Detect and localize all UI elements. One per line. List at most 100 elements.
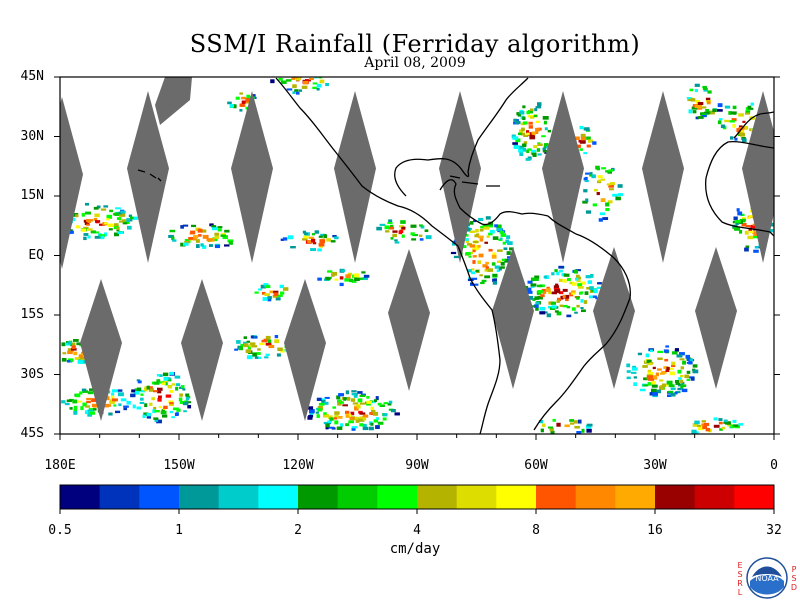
rain-cell [331,273,335,277]
rain-cell [362,277,368,281]
rain-cell [318,402,325,406]
rain-cell [503,247,508,251]
rain-cell [631,371,637,374]
rain-cell [158,405,162,409]
rain-cell [75,225,81,229]
rain-cell [323,234,328,239]
rain-cell [718,418,723,422]
rain-cell [241,100,246,104]
rain-cell [733,424,739,427]
rain-cell [83,226,89,230]
rain-cell [535,106,542,109]
rain-cell [257,356,262,359]
rain-cell [718,421,723,425]
rain-cell [659,379,664,382]
colorbar-tick-label: 1 [175,523,183,538]
rain-cell [536,284,543,288]
rain-cell [317,248,322,252]
rain-cell [172,407,179,411]
rain-cell [532,298,536,301]
rain-cell [373,419,379,423]
rain-cell [489,229,495,234]
rain-cell [361,423,367,427]
rain-cell [146,416,152,419]
coastline-europe [733,111,774,139]
rain-cell [317,408,323,412]
rain-cell [642,384,649,387]
rain-cell [526,149,530,153]
rain-cell [537,142,541,145]
rain-cell [612,193,618,197]
rain-cell [698,426,704,430]
rain-cell [538,419,543,423]
rain-cell [93,408,97,411]
rain-cell [576,304,580,308]
rain-cell [85,211,91,215]
rain-cell [664,384,669,387]
rain-cell [139,401,145,404]
swath-gap [742,91,774,263]
rain-cell [245,97,251,102]
rain-cell [678,377,682,380]
rain-cell [246,355,253,360]
colorbar-swatch [417,485,458,509]
rain-cell [740,132,745,137]
rain-cell [602,217,609,221]
rain-cell [123,407,128,411]
rain-cell [652,366,656,370]
rain-cell [477,235,484,239]
rain-cell [146,412,152,417]
logo-center-text: NOAA [755,574,779,583]
rain-cell [712,108,717,113]
rain-cell [668,384,675,388]
rain-cell [640,388,646,392]
rain-cell [574,311,578,314]
rain-cell [370,422,374,426]
rain-cell [366,400,372,404]
rain-cell [659,385,665,388]
rain-cell [126,218,131,222]
rain-cell [729,120,735,123]
rain-cell [597,282,602,285]
rain-cell [159,374,163,377]
rain-cell [73,410,78,415]
rain-cell [748,214,755,218]
rain-cell [475,229,479,232]
rain-cell [302,230,307,234]
rain-cell [585,172,590,175]
rain-cell [496,228,503,232]
rain-cell [375,417,380,420]
rain-cell [375,396,379,401]
rain-cell [500,261,505,266]
rain-cell [351,393,357,396]
rain-cell [575,269,581,272]
rain-cell [579,125,584,130]
rain-cell [547,129,552,133]
rain-cell [239,92,243,95]
rain-cell [744,247,749,252]
rain-cell [692,422,699,427]
rain-cell [351,427,356,431]
colorbar-units: cm/day [389,541,441,557]
rain-cell [309,70,315,72]
rain-cell [375,425,380,430]
swath-gap [492,247,534,389]
map-date: April 08, 2009 [364,55,466,71]
rain-cell [363,425,367,429]
rain-cell [679,358,685,361]
rain-cell [110,395,115,400]
rain-cell [534,296,539,300]
rain-cell [667,394,672,398]
rain-cell [482,264,488,268]
rain-cell [209,223,214,227]
rain-cell [540,428,544,433]
rain-cell [217,226,223,229]
rain-cell [600,178,606,181]
rain-cell [67,341,73,345]
rain-cell [163,405,168,409]
rain-cell [487,224,494,228]
rain-cell [273,292,279,296]
rain-cell [164,382,168,386]
